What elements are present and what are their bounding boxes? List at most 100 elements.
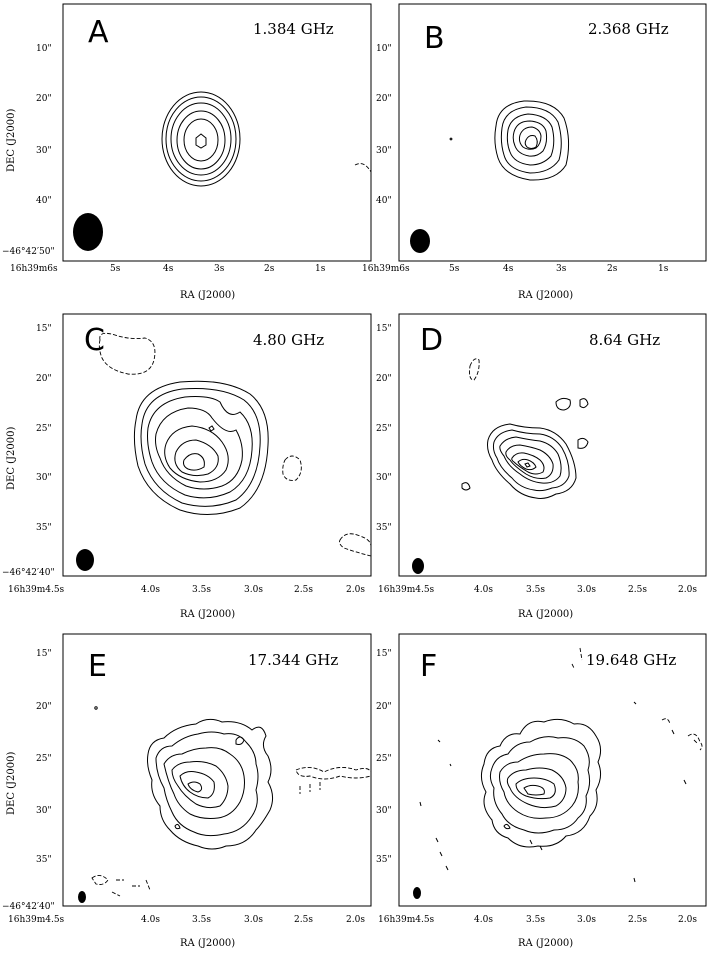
panel-a-ytick: −46°42′50" [2,247,55,257]
panel-d-contours [461,358,589,499]
panel-d-xtick: 2.5s [628,585,647,595]
panel-c-contours [98,332,372,557]
panel-e-yticks: 15" 20" 25" 30" 35" −46°42′40" [2,649,55,912]
panel-f-frequency: 19.648 GHz [586,651,676,669]
panel-d-ytick: 35" [376,523,392,533]
panel-a-xtick: 2s [264,264,275,274]
panel-f-xtick: 3.5s [526,915,545,925]
panel-e-ytick: 25" [36,754,52,764]
panel-d-ytick: 30" [376,473,392,483]
panel-b-frequency: 2.368 GHz [588,20,669,38]
panel-f-letter: F [420,649,437,684]
panel-d-yticks: 15" 20" 25" 30" 35" [376,324,392,533]
panel-f: F 19.648 GHz 15" 20" 25" 30" 35" 16h39m4… [376,633,707,949]
panel-a-xtick: 16h39m6s [10,264,58,274]
panel-d-ytick: 20" [376,374,392,384]
panel-c-ylabel: DEC (J2000) [6,426,17,490]
panel-a-xtick: 1s [315,264,326,274]
panel-e-ytick: 30" [36,806,52,816]
panel-b-beam [410,229,430,253]
panel-a-xtick: 4s [163,264,174,274]
panel-d-beam [412,558,424,574]
panel-a-ytick: 20" [36,94,52,104]
panel-e-ytick: 15" [36,649,52,659]
panel-d-xtick: 2.0s [678,585,697,595]
panel-b-xtick: 3s [556,264,567,274]
panel-d-frequency: 8.64 GHz [589,331,660,349]
panel-a-ytick: 30" [36,146,52,156]
panel-c-beam [76,549,94,571]
panel-b: B 2.368 GHz 10" 20" 30" 40" 16h39m6s 5s … [362,3,707,301]
panel-b-yticks: 10" 20" 30" 40" [376,44,392,206]
panel-c-xtick: 2.5s [294,585,313,595]
panel-a-xticks: 16h39m6s 5s 4s 3s 2s 1s [10,264,326,274]
panel-a-frequency: 1.384 GHz [253,20,334,38]
panel-a-xtick: 5s [110,264,121,274]
panel-e-ytick: −46°42′40" [2,902,55,912]
panel-e-contours [91,706,372,897]
panel-c: C 4.80 GHz 15" 20" 25" 30" 35" −46°42′40… [2,313,372,620]
panel-b-ytick: 30" [376,146,392,156]
panel-b-ytick: 10" [376,44,392,54]
panel-f-xtick: 4.0s [474,915,493,925]
panel-f-xtick: 2.5s [628,915,647,925]
panel-a-xlabel: RA (J2000) [180,290,235,301]
panel-b-contours [449,100,570,181]
panel-d-xlabel: RA (J2000) [518,609,573,620]
panel-c-ytick: 35" [36,523,52,533]
panel-b-xtick: 5s [449,264,460,274]
panel-a-letter: A [88,15,109,50]
panel-a-yticks: 10" 20" 30" 40" −46°42′50" [2,44,55,257]
panel-a-ytick: 40" [36,196,52,206]
panel-d-xticks: 16h39m4.5s 4.0s 3.5s 3.0s 2.5s 2.0s [378,585,697,595]
panel-e-ytick: 35" [36,855,52,865]
panel-c-xlabel: RA (J2000) [180,609,235,620]
panel-e-xtick: 3.5s [192,915,211,925]
panel-e: E 17.344 GHz 15" 20" 25" 30" 35" −46°42′… [2,633,372,949]
panel-c-ytick: 15" [36,324,52,334]
panel-d-xtick: 4.0s [474,585,493,595]
panel-f-xtick: 16h39m4.5s [378,915,435,925]
panel-e-xtick: 4.0s [141,915,160,925]
panel-f-frame [398,633,707,907]
panel-e-letter: E [88,649,107,684]
panel-f-contours [419,647,703,883]
panel-a-contours [161,91,372,187]
panel-e-beam [78,891,86,903]
panel-d-frame [398,313,707,577]
panel-b-frame [398,3,707,262]
panel-b-xtick: 2s [607,264,618,274]
panel-f-beam [413,887,421,899]
panel-c-ytick: 30" [36,473,52,483]
panel-e-ytick: 20" [36,702,52,712]
panel-c-xtick: 3.5s [192,585,211,595]
panel-c-yticks: 15" 20" 25" 30" 35" −46°42′40" [2,324,55,578]
panel-f-xlabel: RA (J2000) [518,938,573,949]
panel-c-frame [62,313,372,577]
panel-c-xtick: 2.0s [346,585,365,595]
panel-a-xtick: 3s [214,264,225,274]
panel-f-ytick: 20" [376,702,392,712]
panel-e-xlabel: RA (J2000) [180,938,235,949]
panel-a-beam [73,213,103,251]
panel-f-ytick: 25" [376,754,392,764]
panel-b-ytick: 20" [376,94,392,104]
panel-c-letter: C [84,323,105,358]
panel-e-frame [62,633,372,907]
panel-a-ylabel: DEC (J2000) [6,108,17,172]
panel-b-xticks: 16h39m6s 5s 4s 3s 2s 1s [362,264,669,274]
panel-e-xtick: 16h39m4.5s [8,915,65,925]
panel-c-xtick: 4.0s [141,585,160,595]
panel-f-ytick: 15" [376,649,392,659]
panel-d-xtick: 3.5s [526,585,545,595]
panel-d-letter: D [420,323,443,358]
panel-d: D 8.64 GHz 15" 20" 25" 30" 35" 16h39m4.5… [376,313,707,620]
panel-c-xtick: 16h39m4.5s [8,585,65,595]
panel-e-ylabel: DEC (J2000) [6,751,17,815]
panel-d-ytick: 15" [376,324,392,334]
panel-c-xticks: 16h39m4.5s 4.0s 3.5s 3.0s 2.5s 2.0s [8,585,365,595]
panel-c-ytick: −46°42′40" [2,568,55,578]
panel-e-xtick: 3.0s [244,915,263,925]
panel-d-xtick: 16h39m4.5s [378,585,435,595]
